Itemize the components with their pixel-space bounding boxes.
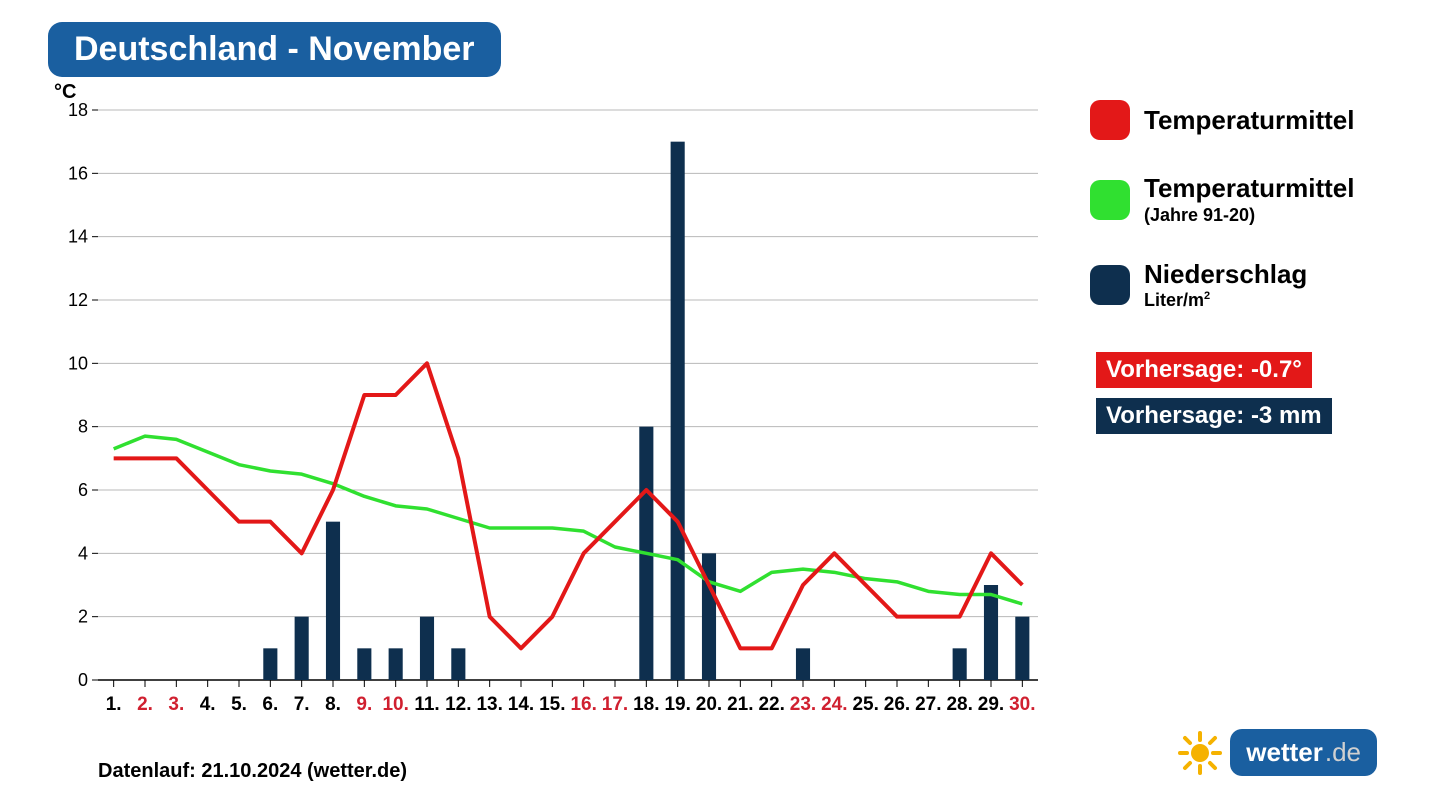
sun-icon — [1178, 731, 1222, 775]
legend-item-precip: Niederschlag Liter/m2 — [1090, 260, 1354, 312]
precip-bar — [451, 648, 465, 680]
x-tick-label: 2. — [137, 694, 153, 715]
legend-label: Temperaturmittel — [1144, 174, 1354, 203]
forecast-precip-badge: Vorhersage: -3 mm — [1096, 398, 1332, 434]
chart-title: Deutschland - November — [48, 22, 501, 77]
x-tick-label: 27. — [915, 694, 941, 715]
logo-tld: .de — [1325, 737, 1361, 768]
precip-bar — [796, 648, 810, 680]
chart-svg: 0 2 4 6 8 10 12 14 16 18 1. 2. 3. 4. 5. 6. 7. 8. 9. 10. 11.… — [48, 100, 1048, 720]
precip-bar — [671, 142, 685, 680]
y-tick-label: 0 — [78, 670, 88, 690]
temp-line — [114, 363, 1023, 648]
y-tick-label: 12 — [68, 290, 88, 310]
precip-bar — [357, 648, 371, 680]
legend-item-climate: Temperaturmittel (Jahre 91-20) — [1090, 174, 1354, 226]
x-tick-label: 9. — [356, 694, 372, 715]
footer-note: Datenlauf: 21.10.2024 (wetter.de) — [98, 760, 407, 783]
y-tick-label: 4 — [78, 543, 88, 563]
x-tick-label: 7. — [294, 694, 310, 715]
x-tick-label: 8. — [325, 694, 341, 715]
legend-item-temp: Temperaturmittel — [1090, 100, 1354, 140]
x-tick-label: 19. — [664, 694, 690, 715]
x-tick-label: 15. — [539, 694, 565, 715]
x-tick-label: 24. — [821, 694, 847, 715]
x-tick-label: 10. — [382, 694, 408, 715]
y-tick-label: 14 — [68, 227, 88, 247]
precip-bar — [295, 617, 309, 680]
y-tick-label: 16 — [68, 163, 88, 183]
precip-bar — [984, 585, 998, 680]
forecast-badges: Vorhersage: -0.7° Vorhersage: -3 mm — [1096, 352, 1332, 444]
legend-swatch-green — [1090, 180, 1130, 220]
precip-bar — [263, 648, 277, 680]
brand-logo: wetter.de — [1178, 729, 1377, 776]
y-tick-label: 8 — [78, 417, 88, 437]
precip-bar — [389, 648, 403, 680]
forecast-temp-badge: Vorhersage: -0.7° — [1096, 352, 1312, 388]
x-tick-label: 18. — [633, 694, 659, 715]
precip-bar — [953, 648, 967, 680]
x-tick-label: 30. — [1009, 694, 1035, 715]
x-tick-label: 25. — [852, 694, 878, 715]
legend-sublabel: (Jahre 91-20) — [1144, 205, 1354, 226]
x-tick-label: 23. — [790, 694, 816, 715]
x-tick-label: 3. — [168, 694, 184, 715]
x-tick-label: 22. — [758, 694, 784, 715]
x-tick-label: 1. — [106, 694, 122, 715]
y-tick-label: 2 — [78, 607, 88, 627]
legend-label: Niederschlag — [1144, 260, 1307, 289]
x-tick-label: 17. — [602, 694, 628, 715]
x-tick-label: 14. — [508, 694, 534, 715]
x-tick-label: 28. — [946, 694, 972, 715]
legend: Temperaturmittel Temperaturmittel (Jahre… — [1090, 100, 1354, 345]
legend-sublabel: Liter/m2 — [1144, 290, 1307, 311]
chart-container: 0 2 4 6 8 10 12 14 16 18 1. 2. 3. 4. 5. 6. 7. 8. 9. 10. 11.… — [48, 100, 1048, 720]
logo-badge: wetter.de — [1230, 729, 1377, 776]
x-tick-label: 12. — [445, 694, 471, 715]
x-tick-label: 5. — [231, 694, 247, 715]
x-tick-label: 26. — [884, 694, 910, 715]
x-tick-label: 29. — [978, 694, 1004, 715]
legend-swatch-blue — [1090, 265, 1130, 305]
legend-swatch-red — [1090, 100, 1130, 140]
y-tick-label: 6 — [78, 480, 88, 500]
precip-bar — [420, 617, 434, 680]
x-tick-label: 16. — [570, 694, 596, 715]
x-tick-label: 11. — [414, 694, 439, 715]
x-tick-label: 20. — [696, 694, 722, 715]
x-tick-label: 4. — [200, 694, 216, 715]
precip-bar — [326, 522, 340, 680]
x-tick-label: 13. — [476, 694, 502, 715]
y-tick-label: 10 — [68, 353, 88, 373]
legend-label: Temperaturmittel — [1144, 106, 1354, 135]
logo-brand: wetter — [1246, 737, 1323, 768]
precip-bar — [1015, 617, 1029, 680]
x-tick-label: 21. — [727, 694, 753, 715]
x-tick-label: 6. — [262, 694, 278, 715]
y-tick-label: 18 — [68, 100, 88, 120]
